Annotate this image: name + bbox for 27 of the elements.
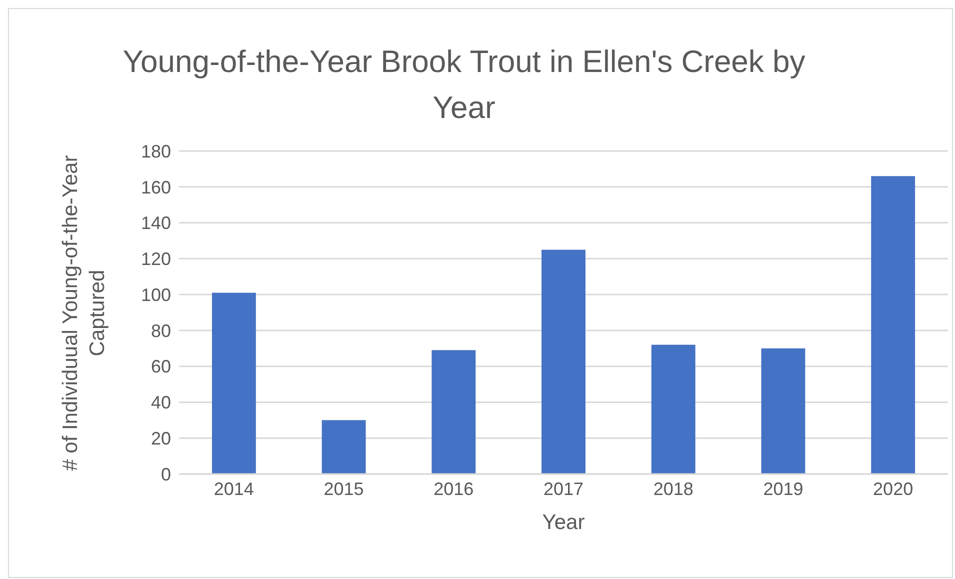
y-tick-label: 0 — [160, 464, 171, 484]
y-tick-label: 100 — [140, 284, 171, 305]
bar — [212, 292, 256, 474]
y-tick-label: 80 — [150, 320, 171, 341]
bar — [542, 250, 586, 474]
y-tick-label: 60 — [150, 356, 171, 377]
bar — [871, 176, 916, 474]
y-tick-label: 40 — [150, 392, 171, 413]
bar — [432, 350, 476, 474]
x-tick-label: 2014 — [214, 478, 254, 499]
y-tick-label: 120 — [140, 249, 171, 270]
x-axis-title: Year — [542, 511, 585, 534]
x-tick-label: 2015 — [324, 478, 364, 499]
y-tick-label: 20 — [150, 428, 171, 448]
chart-title: Young-of-the-Year Brook Trout in Ellen's Creek by Year — [122, 43, 806, 127]
bar — [761, 348, 806, 474]
x-tick-label: 2019 — [763, 478, 804, 499]
bar — [651, 344, 696, 474]
x-tick-label: 2017 — [543, 478, 584, 499]
x-tick-label: 2018 — [653, 478, 694, 499]
x-tick-label: 2016 — [434, 478, 474, 499]
y-tick-label: 140 — [140, 213, 171, 234]
bar — [322, 420, 366, 474]
y-tick-label: 160 — [140, 177, 171, 198]
y-tick-label: 180 — [140, 141, 171, 162]
x-tick-label: 2020 — [873, 478, 914, 499]
y-axis-title: # of Individuual Young-of-the-Year Captured — [58, 154, 110, 473]
